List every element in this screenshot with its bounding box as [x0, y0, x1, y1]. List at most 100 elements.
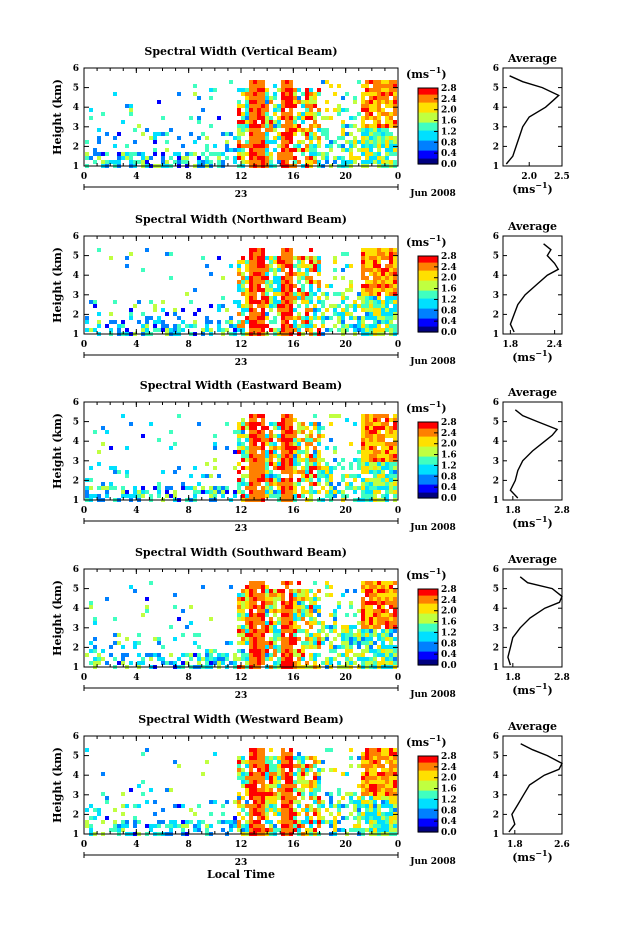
heatmap-cell: [301, 772, 305, 776]
colorbar-swatch: [418, 476, 438, 479]
heatmap-cell: [313, 466, 317, 470]
heatmap-cell: [153, 637, 157, 641]
heatmap-cell: [353, 324, 357, 328]
heatmap-cell: [229, 585, 233, 589]
heatmap-cell: [217, 320, 221, 324]
heatmap-cell: [253, 796, 257, 800]
heatmap-cell: [361, 124, 365, 128]
heatmap-cell: [297, 264, 301, 268]
heatmap-cell: [253, 422, 257, 426]
heatmap-cell: [381, 768, 385, 772]
heatmap-cell: [333, 621, 337, 625]
heatmap-cell: [301, 272, 305, 276]
heatmap-cell: [261, 494, 265, 498]
average-profile-line: [507, 576, 563, 666]
heatmap-cell: [305, 597, 309, 601]
heatmap-cell: [309, 494, 313, 498]
heatmap-cell: [285, 160, 289, 164]
heatmap-cell: [297, 304, 301, 308]
heatmap-cell: [309, 816, 313, 820]
heatmap-cell: [297, 609, 301, 613]
heatmap-cell: [253, 772, 257, 776]
heatmap-cell: [97, 312, 101, 316]
heatmap-cell: [345, 304, 349, 308]
heatmap-cell: [321, 316, 325, 320]
colorbar-swatch: [418, 306, 438, 309]
heatmap-cell: [249, 268, 253, 272]
heatmap-cell: [109, 653, 113, 657]
heatmap-cell: [293, 466, 297, 470]
colorbar-swatch: [418, 128, 438, 131]
heatmap-cell: [269, 482, 273, 486]
heatmap-cell: [357, 800, 361, 804]
heatmap-cell: [169, 625, 173, 629]
heatmap-cell: [313, 653, 317, 657]
heatmap-cell: [301, 764, 305, 768]
average-y-tick-label: 1: [493, 162, 499, 172]
heatmap-cell: [337, 144, 341, 148]
heatmap-cell: [253, 80, 257, 84]
heatmap-cell: [281, 450, 285, 454]
heatmap-cell: [177, 328, 181, 332]
colorbar-swatch: [418, 280, 438, 283]
colorbar-tick-label: 2.8: [441, 418, 457, 428]
heatmap-cell: [281, 320, 285, 324]
heatmap-cell: [277, 828, 281, 832]
heatmap-cell: [261, 156, 265, 160]
heatmap-cell: [241, 124, 245, 128]
heatmap-cell: [265, 820, 269, 824]
heatmap-cell: [285, 820, 289, 824]
heatmap-cell: [301, 450, 305, 454]
heatmap-cell: [209, 657, 213, 661]
colorbar-swatch: [418, 136, 438, 139]
heatmap-cell: [381, 248, 385, 252]
heatmap-cell: [289, 422, 293, 426]
heatmap-cell: [317, 328, 321, 332]
heatmap-cell: [385, 772, 389, 776]
heatmap-cell: [389, 780, 393, 784]
heatmap-cell: [377, 784, 381, 788]
heatmap-cell: [377, 796, 381, 800]
heatmap-cell: [269, 657, 273, 661]
heatmap-cell: [393, 438, 397, 442]
heatmap-cell: [385, 645, 389, 649]
heatmap-cell: [373, 248, 377, 252]
heatmap-cell: [321, 820, 325, 824]
heatmap-cell: [309, 613, 313, 617]
heatmap-cell: [365, 621, 369, 625]
heatmap-cell: [265, 760, 269, 764]
heatmap-cell: [301, 140, 305, 144]
heatmap-cell: [373, 486, 377, 490]
heatmap-cell: [265, 601, 269, 605]
heatmap-cell: [249, 661, 253, 665]
heatmap-cell: [225, 148, 229, 152]
colorbar-frame: [417, 755, 439, 833]
colorbar-swatch: [418, 110, 438, 113]
colorbar-swatch: [418, 472, 438, 475]
heatmap-cell: [209, 617, 213, 621]
heatmap-cell: [125, 804, 129, 808]
heatmap-cell: [241, 625, 245, 629]
heatmap-cell: [293, 92, 297, 96]
heatmap-cell: [369, 108, 373, 112]
colorbar-swatch: [418, 114, 438, 117]
heatmap-cell: [385, 657, 389, 661]
heatmap-cell: [265, 653, 269, 657]
heatmap-cell: [269, 446, 273, 450]
heatmap-cell: [377, 824, 381, 828]
colorbar-swatch: [418, 822, 438, 825]
heatmap-cell: [297, 792, 301, 796]
heatmap-cell: [261, 458, 265, 462]
colorbar-swatch: [418, 601, 438, 604]
heatmap-cell: [177, 824, 181, 828]
heatmap-cell: [349, 316, 353, 320]
colorbar-swatch: [418, 330, 438, 333]
heatmap-cell: [281, 792, 285, 796]
heatmap-cell: [237, 764, 241, 768]
heatmap-cell: [281, 430, 285, 434]
heatmap-cell: [281, 625, 285, 629]
heatmap-cell: [181, 308, 185, 312]
heatmap-cell: [349, 124, 353, 128]
heatmap-cell: [149, 422, 153, 426]
heatmap-cell: [365, 482, 369, 486]
